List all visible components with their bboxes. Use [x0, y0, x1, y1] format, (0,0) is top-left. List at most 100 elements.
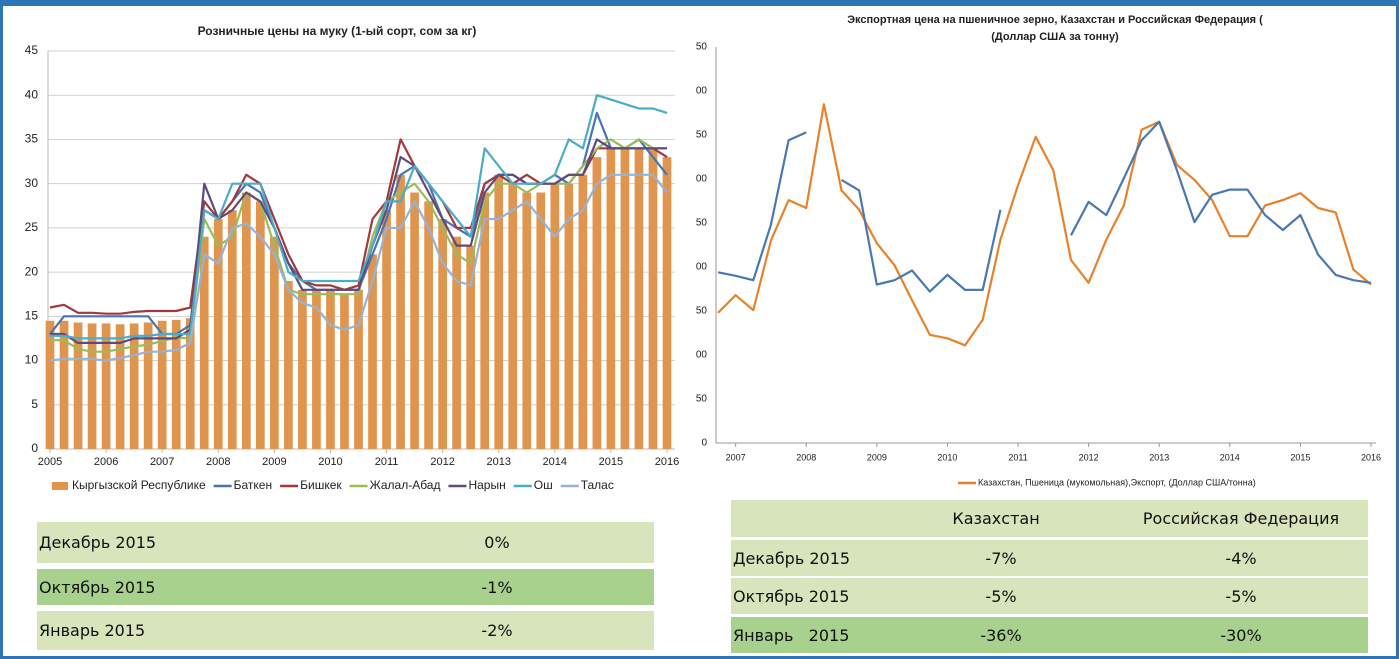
bar — [564, 183, 574, 449]
x-tick-label: 2013 — [1149, 452, 1169, 462]
bar — [382, 210, 391, 449]
bar — [396, 174, 405, 450]
x-tick-label: 2009 — [867, 452, 887, 462]
legend-label: Баткен — [234, 478, 272, 492]
table-header-cell: Российская Федерация — [1142, 509, 1340, 528]
bar — [298, 289, 307, 449]
x-tick-label: 2012 — [430, 456, 454, 468]
table-cell: Январь 2015 — [733, 625, 850, 645]
y-tick-label: 00 — [696, 86, 708, 97]
x-tick-label: 2007 — [150, 456, 174, 468]
bar — [410, 192, 419, 449]
y-tick-label: 30 — [25, 176, 39, 190]
line — [840, 178, 1002, 293]
bar — [424, 201, 433, 449]
bar — [494, 174, 504, 450]
bar — [115, 324, 125, 449]
x-tick-label: 2007 — [726, 452, 746, 462]
left-table: Декабрь 2015 0% Октябрь 2015 -1% Январь 2015… — [37, 522, 654, 652]
right-table: Казахстан Российская Федерация Декабрь 201… — [731, 500, 1368, 655]
bar — [171, 319, 181, 449]
bar — [606, 148, 616, 450]
x-tick-label: 2011 — [1008, 452, 1027, 462]
bar — [340, 294, 349, 449]
table-cell: Декабрь 2015 — [39, 533, 157, 552]
chart-title: Розничные цены на муку (1-ый сорт, сом з… — [198, 24, 477, 38]
x-tick-label: 2005 — [38, 456, 62, 468]
bar — [157, 320, 167, 449]
legend-label: Казахстан, Пшеница (мукомольная),Экспорт… — [978, 477, 1256, 487]
chart-title: Экспортная цена на пшеничное зерно, Каза… — [847, 14, 1263, 26]
y-tick-label: 40 — [25, 87, 39, 101]
x-tick-label: 2014 — [543, 456, 567, 468]
y-tick-label: 15 — [25, 309, 39, 323]
bar — [368, 254, 377, 449]
y-tick-label: 00 — [696, 174, 708, 185]
bar — [592, 157, 602, 449]
bar — [45, 320, 55, 449]
bar — [620, 148, 630, 450]
table-row: Октябрь 2015 -5% -5% — [731, 578, 1368, 614]
y-tick-label: 00 — [696, 262, 708, 273]
bar — [185, 318, 195, 449]
bar — [87, 323, 97, 449]
table-cell: -7% — [985, 548, 1017, 568]
y-tick-label: 20 — [25, 264, 39, 278]
bar — [241, 192, 251, 449]
legend-label: Кыргызской Республике — [72, 478, 206, 492]
y-tick-label: 50 — [696, 394, 708, 405]
x-tick-label: 2010 — [318, 456, 342, 468]
table-header-cell: Казахстан — [952, 509, 1040, 528]
bar — [73, 322, 83, 449]
y-tick-label: 0 — [31, 441, 38, 455]
y-tick-label: 00 — [696, 350, 708, 361]
bar — [284, 280, 293, 449]
legend-label: Бишкек — [300, 478, 342, 492]
legend-swatch — [52, 482, 68, 490]
bar — [578, 174, 588, 450]
bar — [354, 289, 363, 449]
bar — [227, 210, 237, 449]
table-cell: Декабрь 2015 — [733, 548, 851, 568]
table-cell: -5% — [1225, 586, 1257, 606]
y-tick-label: 45 — [25, 43, 39, 57]
table-header: Казахстан Российская Федерация — [731, 500, 1368, 537]
line — [1070, 120, 1372, 284]
bar — [312, 289, 321, 449]
bar — [438, 219, 447, 449]
table-row: Январь 2015 -2% — [37, 611, 654, 650]
y-tick-label: 5 — [31, 397, 38, 411]
bar — [326, 289, 335, 449]
table-row: Январь 2015 -36% -30% — [731, 617, 1368, 653]
bar — [129, 323, 139, 449]
x-tick-label: 2011 — [375, 456, 399, 468]
bar — [550, 183, 560, 449]
x-tick-label: 2014 — [1220, 452, 1240, 462]
x-tick-label: 2008 — [206, 456, 230, 468]
x-tick-label: 2013 — [486, 456, 510, 468]
y-tick-label: 50 — [696, 42, 708, 53]
line — [49, 173, 668, 362]
y-tick-label: 0 — [701, 438, 707, 449]
table-cell: -2% — [481, 621, 513, 640]
table-cell: -1% — [481, 577, 513, 597]
line — [717, 131, 807, 282]
line — [717, 103, 1372, 347]
table-cell: -30% — [1220, 625, 1262, 645]
bar — [522, 192, 532, 449]
legend-label: Жалал-Абад — [370, 478, 441, 492]
x-tick-label: 2008 — [796, 452, 816, 462]
chart-subtitle: (Доллар США за тонну) — [991, 31, 1119, 43]
y-tick-label: 50 — [696, 218, 708, 229]
table-cell: Октябрь 2015 — [733, 586, 850, 606]
table-row: Октябрь 2015 -1% — [37, 569, 654, 605]
x-tick-label: 2006 — [94, 456, 118, 468]
x-tick-label: 2010 — [937, 452, 957, 462]
line — [50, 138, 667, 344]
table-cell: -4% — [1225, 548, 1257, 568]
y-tick-label: 35 — [25, 132, 39, 146]
y-tick-label: 25 — [25, 220, 39, 234]
y-tick-label: 50 — [696, 130, 708, 141]
